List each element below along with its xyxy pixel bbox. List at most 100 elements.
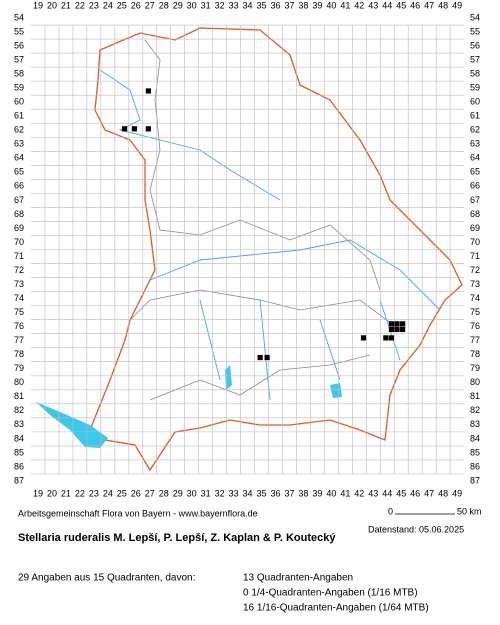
y-label: 70 xyxy=(14,237,24,247)
x-label: 28 xyxy=(159,488,169,498)
y-label: 54 xyxy=(470,12,480,22)
y-label: 69 xyxy=(470,223,480,233)
x-label: 41 xyxy=(340,488,350,498)
record-square xyxy=(257,354,263,361)
x-label: 43 xyxy=(368,488,378,498)
x-label: 37 xyxy=(284,488,294,498)
y-label: 61 xyxy=(14,111,24,121)
y-label: 63 xyxy=(14,139,24,149)
credit: Arbeitsgemeinschaft Flora von Bayern - w… xyxy=(18,508,258,518)
x-label: 29 xyxy=(173,0,183,10)
x-label: 47 xyxy=(424,488,434,498)
y-label: 78 xyxy=(14,349,24,359)
y-label: 79 xyxy=(14,363,24,373)
x-label: 21 xyxy=(61,488,71,498)
y-label: 81 xyxy=(470,391,480,401)
count-line: 13 Quadranten-Angaben xyxy=(243,573,353,584)
y-label: 64 xyxy=(470,153,480,163)
scale-start: 0 xyxy=(388,506,393,516)
y-label: 58 xyxy=(14,68,24,78)
y-label: 73 xyxy=(14,279,24,289)
x-label: 31 xyxy=(201,0,211,10)
x-label: 20 xyxy=(47,0,57,10)
x-label: 45 xyxy=(396,0,406,10)
x-label: 36 xyxy=(270,0,280,10)
date: Datenstand: 05.06.2025 xyxy=(368,524,464,534)
y-label: 82 xyxy=(14,405,24,415)
y-label: 60 xyxy=(470,97,480,107)
record-square xyxy=(145,88,151,94)
y-label: 74 xyxy=(14,293,24,303)
y-label: 71 xyxy=(470,251,480,261)
y-label: 69 xyxy=(14,223,24,233)
x-label: 21 xyxy=(61,0,71,10)
y-label: 76 xyxy=(470,321,480,331)
record-square xyxy=(388,321,395,327)
y-label: 68 xyxy=(470,209,480,219)
x-label: 23 xyxy=(89,488,99,498)
record-square xyxy=(131,126,137,132)
y-label: 78 xyxy=(470,349,480,359)
y-label: 87 xyxy=(470,475,480,485)
y-label: 57 xyxy=(470,54,480,64)
x-label: 38 xyxy=(298,0,308,10)
x-label: 28 xyxy=(159,0,169,10)
x-label: 46 xyxy=(410,0,420,10)
x-label: 32 xyxy=(215,488,225,498)
x-label: 27 xyxy=(145,488,155,498)
rivers xyxy=(99,69,441,401)
x-label: 30 xyxy=(187,488,197,498)
y-label: 57 xyxy=(14,54,24,64)
y-label: 58 xyxy=(470,68,480,78)
lake xyxy=(36,402,108,448)
x-label: 26 xyxy=(131,488,141,498)
y-label: 68 xyxy=(14,209,24,219)
y-label: 81 xyxy=(14,391,24,401)
x-label: 39 xyxy=(312,0,322,10)
x-label: 34 xyxy=(243,488,253,498)
y-label: 86 xyxy=(14,461,24,471)
x-label: 33 xyxy=(229,0,239,10)
y-label: 84 xyxy=(14,433,24,443)
count-line: 16 1/16-Quadranten-Angaben (1/64 MTB) xyxy=(243,603,429,614)
x-label: 40 xyxy=(326,0,336,10)
record-square xyxy=(400,326,406,333)
y-label: 66 xyxy=(470,181,480,191)
record-square xyxy=(388,335,395,341)
x-label: 48 xyxy=(438,0,448,10)
y-label: 74 xyxy=(470,293,480,303)
y-label: 62 xyxy=(14,125,24,135)
x-label: 38 xyxy=(298,488,308,498)
x-label: 48 xyxy=(438,488,448,498)
x-label: 35 xyxy=(257,0,267,10)
y-label: 72 xyxy=(14,265,24,275)
x-label: 33 xyxy=(229,488,239,498)
x-label: 46 xyxy=(410,488,420,498)
x-label: 23 xyxy=(89,0,99,10)
record-square xyxy=(394,326,400,333)
y-label: 67 xyxy=(470,195,480,205)
y-label: 65 xyxy=(470,167,480,177)
y-label: 67 xyxy=(14,195,24,205)
y-label: 72 xyxy=(470,265,480,275)
x-label: 34 xyxy=(243,0,253,10)
x-label: 44 xyxy=(382,0,392,10)
x-label: 32 xyxy=(215,0,225,10)
x-label: 24 xyxy=(103,0,113,10)
x-label: 40 xyxy=(326,488,336,498)
x-label: 25 xyxy=(117,0,127,10)
y-label: 85 xyxy=(470,447,480,457)
y-label: 73 xyxy=(470,279,480,289)
y-label: 84 xyxy=(470,433,480,443)
x-label: 25 xyxy=(117,488,127,498)
y-label: 76 xyxy=(14,321,24,331)
x-label: 36 xyxy=(270,488,280,498)
x-label: 49 xyxy=(452,0,462,10)
bavaria-border xyxy=(89,27,463,472)
y-label: 70 xyxy=(470,237,480,247)
y-label: 62 xyxy=(470,125,480,135)
y-label: 77 xyxy=(470,335,480,345)
y-label: 61 xyxy=(470,111,480,121)
record-square xyxy=(360,335,367,341)
